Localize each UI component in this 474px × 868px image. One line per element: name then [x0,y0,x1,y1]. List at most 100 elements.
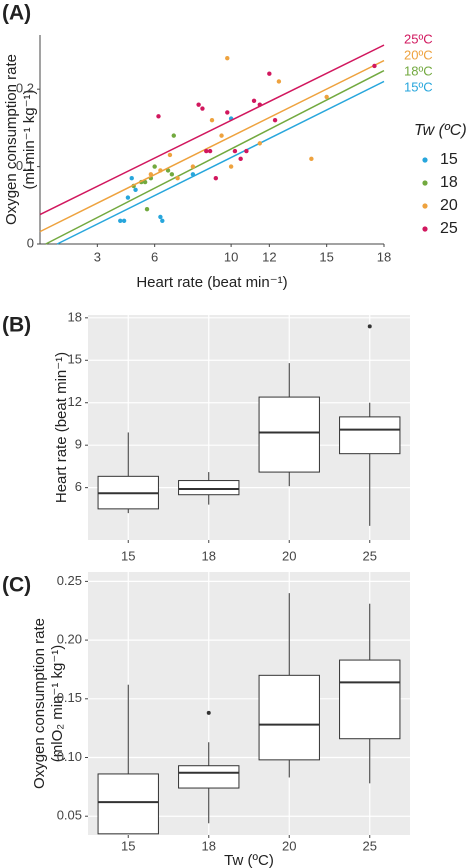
point [232,148,238,154]
legend-title: Tw (ºC) [414,122,467,139]
x-tick-label: 25 [363,838,377,853]
point [309,156,314,162]
point [257,102,262,107]
point [244,148,249,154]
legend-marker [422,157,428,163]
point [156,114,161,119]
y-tick-label: 0.25 [57,573,82,588]
point [196,102,201,107]
point [121,218,127,223]
legend-marker [422,203,428,209]
x-tick-label: 20 [282,548,296,563]
legend-marker [422,180,428,186]
y-tick-label: 0.2 [16,81,34,96]
box [178,765,240,789]
y-axis-label: (mlO₂ min⁻¹ kg⁻¹) [49,645,66,762]
x-tick-label: 20 [282,838,296,853]
legend-marker [422,226,428,232]
line-label: 25ºC [404,31,433,46]
x-tick-label: 12 [262,249,276,264]
point [160,218,165,223]
x-tick-label: 18 [377,249,391,264]
y-tick-label: 0.20 [57,632,82,647]
point [152,164,157,169]
line-label: 15ºC [404,79,433,94]
x-tick-label: 15 [319,249,333,264]
point [171,133,176,138]
point [213,176,219,181]
point [225,56,230,61]
box [258,396,320,473]
panel-label: (B) [2,314,31,337]
x-tick-label: 15 [121,548,135,563]
legend-label: 20 [440,197,458,214]
y-tick-label: 9 [75,437,82,452]
y-tick-label: 0.10 [57,749,82,764]
x-tick-label: 25 [363,548,377,563]
x-axis-label: Heart rate (beat min⁻¹) [136,274,287,291]
outlier [206,710,211,715]
point [251,98,257,103]
x-tick-label: 6 [151,249,158,264]
point [207,148,213,154]
y-tick-label: 0.1 [16,158,34,173]
y-axis-label: (ml min⁻¹ kg⁻¹) [21,90,38,190]
point [209,117,215,123]
y-tick-label: 15 [68,352,82,367]
y-tick-label: 6 [75,479,82,494]
point [165,168,171,173]
legend-label: 15 [440,151,458,168]
box [339,416,401,455]
fit-line [39,44,385,216]
point [267,71,272,76]
point [324,94,329,100]
box [97,773,159,835]
y-tick-label: 18 [68,309,82,324]
fit-line [39,59,385,233]
point [272,117,278,123]
point [169,172,175,177]
y-tick-label: 12 [68,394,82,409]
y-tick-label: 0.15 [57,690,82,705]
line-label: 20ºC [404,47,433,62]
panel-label: (A) [2,2,31,25]
point [148,172,154,177]
point [133,187,138,193]
box [339,659,401,740]
point [238,156,243,162]
point [225,110,230,115]
point [158,168,163,173]
x-axis-label: Tw (ºC) [224,852,274,868]
point [190,164,196,169]
x-tick-label: 18 [202,548,216,563]
point [175,176,180,181]
panel-label: (C) [2,574,31,597]
point [257,141,262,146]
x-tick-label: 3 [94,249,101,264]
point [142,179,148,185]
box [258,674,320,761]
fit-line [56,80,385,245]
point [228,164,234,169]
box [178,480,240,496]
point [158,214,163,220]
y-axis-label: Oxygen consumption rate [31,618,48,789]
point [200,106,205,111]
x-tick-label: 18 [202,838,216,853]
fit-line [45,69,385,245]
point [276,79,282,84]
point [372,63,377,69]
x-tick-label: 15 [121,838,135,853]
point [204,148,209,154]
outlier [367,324,372,329]
y-axis-label: Heart rate (beat min⁻¹) [53,352,70,503]
legend-label: 18 [440,174,458,191]
line-label: 18ºC [404,63,433,78]
point [118,218,123,223]
x-tick-label: 10 [224,249,238,264]
point [144,206,150,212]
legend-label: 25 [440,220,458,237]
point [190,172,196,177]
point [219,133,224,138]
